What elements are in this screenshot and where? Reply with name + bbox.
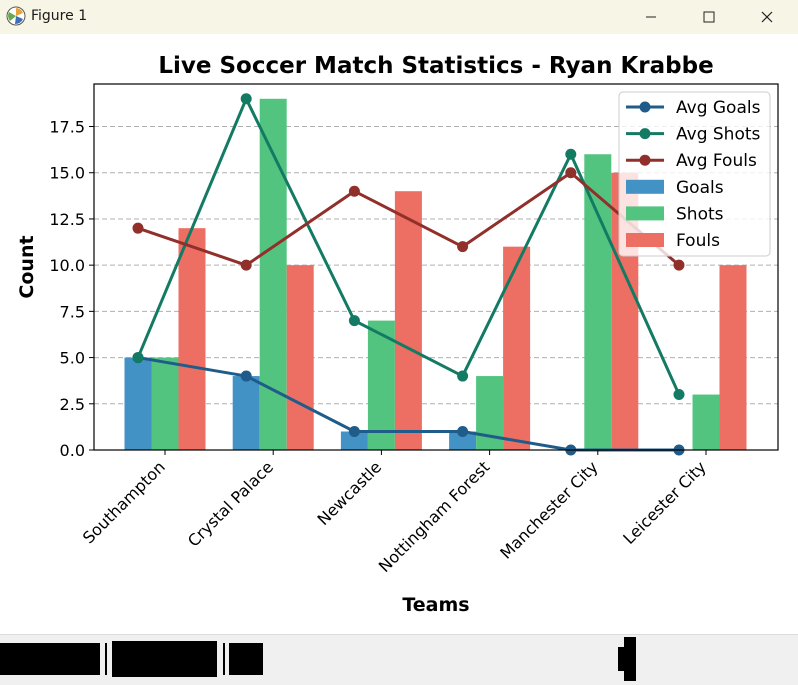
window-title: Figure 1 (31, 8, 88, 24)
x-tick-label: Crystal Palace (184, 457, 277, 550)
x-axis-label: Teams (402, 594, 469, 616)
legend-bar-swatch (626, 206, 664, 221)
plot-frame (93, 83, 779, 451)
point-avg-goals (240, 370, 252, 382)
y-tick-label: 15.0 (49, 164, 85, 183)
bar-goals (340, 431, 368, 450)
bar-shots (151, 357, 179, 450)
line-avg-shots (136, 97, 681, 396)
bar-shots (692, 394, 720, 450)
toolbar-separator (105, 643, 107, 675)
bar-goals (124, 357, 152, 450)
minimize-icon (646, 16, 656, 18)
point-avg-goals (348, 426, 360, 438)
close-button[interactable] (738, 0, 796, 34)
legend-marker (639, 101, 651, 113)
y-tick-label: 17.5 (49, 118, 85, 137)
window-titlebar: Figure 1 (0, 0, 798, 35)
toolbar-separator (223, 643, 225, 675)
x-tick-label: Newcastle (314, 457, 386, 529)
legend-bar-swatch (626, 179, 664, 194)
maximize-icon (703, 11, 715, 23)
chart: Live Soccer Match Statistics - Ryan Krab… (16, 53, 779, 616)
point-avg-shots (240, 93, 252, 105)
bar-fouls (394, 191, 422, 450)
point-avg-shots (132, 352, 144, 364)
bar-fouls (503, 246, 531, 450)
y-tick-label: 10.0 (49, 256, 85, 275)
toolbar-button-group-1[interactable] (0, 643, 100, 675)
point-avg-shots (348, 315, 360, 327)
point-avg-goals (457, 426, 469, 438)
y-tick-label: 7.5 (60, 302, 85, 321)
point-avg-fouls (673, 259, 685, 271)
legend-label: Avg Goals (676, 98, 761, 118)
y-axis-label: Count (16, 235, 38, 298)
minimize-button[interactable] (622, 0, 680, 34)
point-avg-shots (565, 148, 577, 160)
y-tick-label: 0.0 (60, 441, 85, 460)
matplotlib-figure-icon (6, 6, 26, 26)
bar-shots (367, 320, 395, 450)
toolbar-status-marker (624, 637, 636, 681)
x-axis: Southampton Crystal Palace NewcastleNottin… (79, 450, 710, 576)
figure-toolbar (0, 634, 798, 685)
legend-label: Shots (676, 204, 724, 224)
legend: Avg Goals Avg Shots Avg Fouls Goals Shots Fou… (618, 91, 771, 257)
chart-title: Live Soccer Match Statistics - Ryan Krab… (158, 53, 713, 79)
bar-goals (449, 431, 477, 450)
legend-label: Avg Fouls (676, 151, 757, 171)
point-avg-fouls (348, 185, 360, 197)
x-tick-label: Manchester City (496, 457, 601, 562)
y-tick-label: 5.0 (60, 349, 85, 368)
point-avg-fouls (132, 222, 144, 234)
bar-fouls (286, 265, 314, 450)
close-icon (761, 11, 773, 23)
bar-goals (232, 376, 260, 450)
line-avg-fouls (137, 171, 680, 267)
legend-label: Goals (676, 178, 724, 198)
legend-label: Avg Shots (676, 125, 761, 145)
bar-shots (584, 154, 612, 450)
y-tick-label: 2.5 (60, 395, 85, 414)
toolbar-button-save[interactable] (229, 643, 263, 675)
point-avg-shots (457, 370, 469, 382)
toolbar-status-marker (618, 647, 624, 671)
toolbar-button-group-2[interactable] (112, 641, 217, 677)
bars (124, 98, 747, 451)
legend-bar-swatch (626, 233, 664, 247)
point-avg-fouls (457, 241, 469, 253)
maximize-button[interactable] (680, 0, 738, 34)
point-avg-fouls (240, 259, 252, 271)
figure-canvas: Live Soccer Match Statistics - Ryan Krab… (0, 34, 798, 634)
point-avg-shots (673, 389, 685, 401)
x-tick-label: Southampton (79, 457, 169, 547)
point-avg-fouls (565, 167, 577, 179)
bar-fouls (719, 265, 747, 450)
legend-marker (639, 128, 651, 140)
x-tick-label: Nottingham Forest (375, 457, 494, 576)
y-tick-label: 12.5 (49, 210, 85, 229)
y-axis: 0.0 2.5 5.0 7.5 10.0 12.5 15.0 17.5 (49, 118, 94, 460)
bar-fouls (178, 228, 206, 450)
x-tick-label: Leicester City (619, 457, 710, 548)
legend-label: Fouls (676, 231, 720, 251)
legend-marker (639, 154, 651, 166)
